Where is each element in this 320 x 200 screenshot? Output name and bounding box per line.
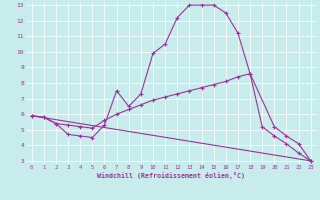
X-axis label: Windchill (Refroidissement éolien,°C): Windchill (Refroidissement éolien,°C): [97, 172, 245, 179]
